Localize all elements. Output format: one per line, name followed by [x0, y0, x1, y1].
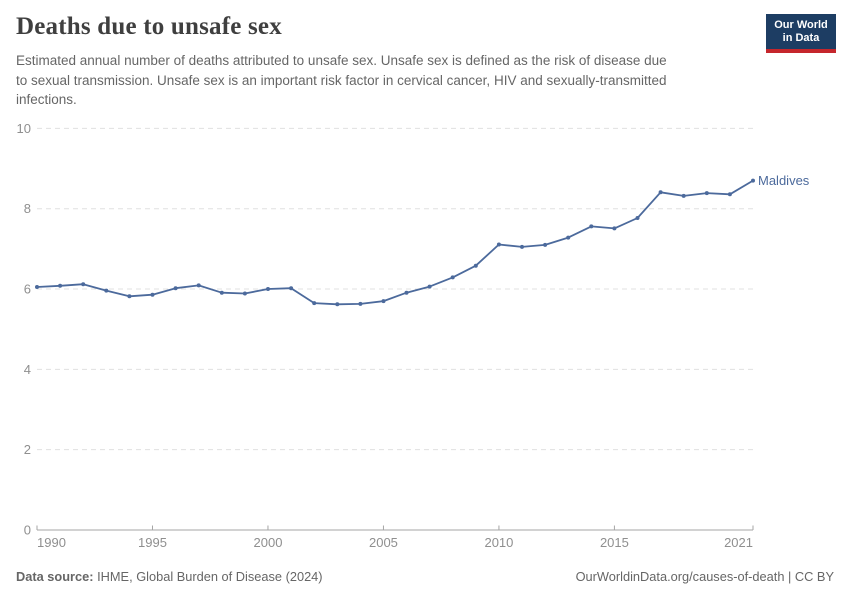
- data-point-marker: [704, 191, 709, 196]
- credit-text: OurWorldinData.org/causes-of-death | CC …: [575, 569, 834, 584]
- data-point-marker: [751, 178, 755, 183]
- data-point-marker: [427, 284, 432, 289]
- data-point-marker: [289, 286, 294, 291]
- data-point-marker: [681, 193, 686, 198]
- data-point-marker: [312, 301, 317, 306]
- owid-logo: Our World in Data: [766, 14, 836, 53]
- data-point-marker: [520, 244, 524, 249]
- maldives-series-line: [36, 179, 754, 306]
- data-point-marker: [566, 235, 571, 240]
- data-point-marker: [543, 242, 548, 247]
- data-point-marker: [358, 301, 363, 306]
- line-chart-plot: 0 2 4 6 8 10 1990 1995 2000 2005 2010 2015 2021 Maldi…: [17, 121, 810, 550]
- data-source-label: Data source:: [16, 569, 94, 584]
- y-tick-label: 6: [24, 282, 31, 297]
- data-point-marker: [335, 302, 340, 307]
- data-point-marker: [381, 299, 386, 304]
- chart-footer: Data source: IHME, Global Burden of Dise…: [16, 569, 834, 584]
- y-tick-label: 0: [24, 523, 31, 538]
- chart-title: Deaths due to unsafe sex: [16, 13, 282, 40]
- x-tick-label: 1995: [138, 535, 167, 550]
- subtitle-line: infections.: [16, 92, 77, 107]
- data-point-marker: [727, 192, 732, 197]
- y-tick-label: 10: [17, 121, 31, 136]
- data-point-marker: [104, 288, 109, 293]
- logo-line-2: in Data: [782, 32, 820, 44]
- data-point-marker: [150, 292, 155, 297]
- data-point-marker: [242, 291, 247, 296]
- data-source-note: Data source: IHME, Global Burden of Dise…: [16, 569, 323, 584]
- y-tick-label: 2: [24, 442, 31, 457]
- logo-line-1: Our World: [774, 19, 828, 31]
- x-tick-label: 1990: [37, 535, 66, 550]
- x-tick-label: 2015: [600, 535, 629, 550]
- subtitle-line: Estimated annual number of deaths attrib…: [16, 53, 667, 68]
- data-point-marker: [635, 216, 640, 220]
- subtitle-line: to sexual transmission. Unsafe sex is an…: [16, 72, 667, 88]
- y-tick-label: 4: [24, 362, 31, 377]
- y-tick-label: 8: [24, 201, 31, 216]
- data-point-marker: [473, 263, 478, 268]
- data-point-marker: [589, 224, 594, 229]
- x-tick-label: 2005: [369, 535, 398, 550]
- data-point-marker: [58, 283, 63, 288]
- data-point-marker: [496, 242, 501, 247]
- x-tick-label: 2021: [724, 535, 753, 550]
- data-point-marker: [196, 283, 201, 288]
- x-tick-label: 2000: [254, 535, 283, 550]
- entity-label-maldives: Maldives: [758, 173, 810, 188]
- data-point-marker: [127, 294, 132, 299]
- data-point-marker: [81, 282, 86, 287]
- x-tick-label: 2010: [484, 535, 513, 550]
- chart-subtitle: Estimated annual number of deaths attrib…: [16, 51, 667, 110]
- data-source-text: IHME, Global Burden of Disease (2024): [93, 569, 323, 584]
- data-point-marker: [658, 190, 663, 195]
- data-point-marker: [612, 226, 617, 231]
- data-point-marker: [35, 285, 39, 289]
- data-point-marker: [450, 275, 455, 280]
- data-point-marker: [173, 286, 178, 291]
- data-point-marker: [219, 290, 224, 295]
- data-point-marker: [404, 290, 409, 295]
- data-point-marker: [266, 287, 270, 291]
